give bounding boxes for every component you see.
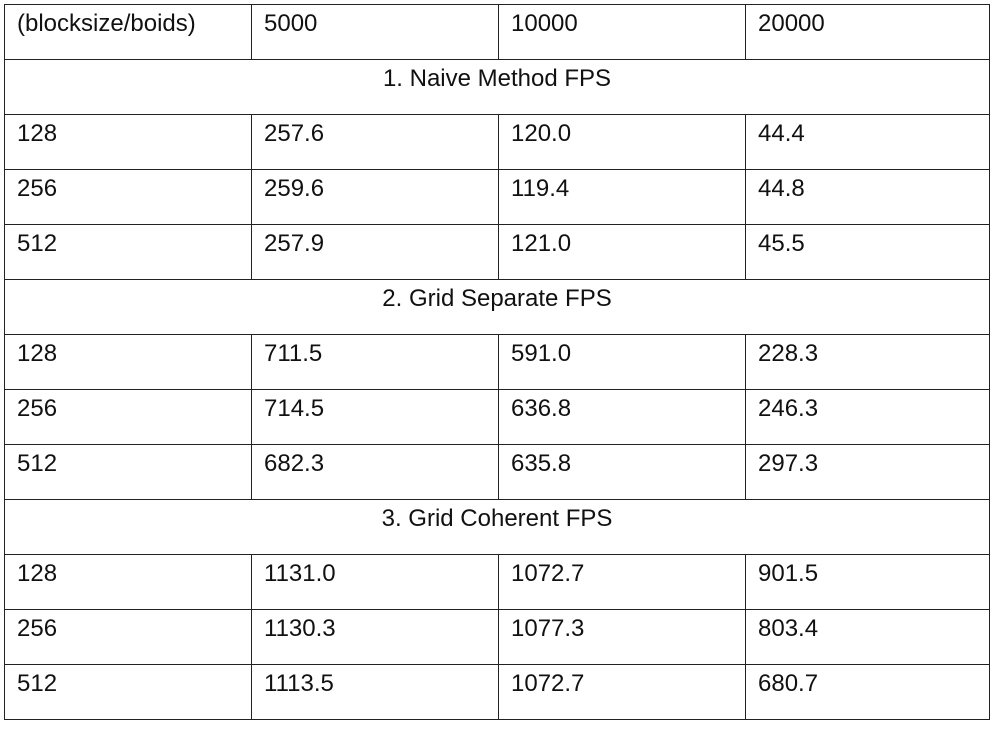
table-row: 256 1130.3 1077.3 803.4 (4, 609, 990, 665)
blocksize-cell: 128 (4, 554, 252, 610)
fps-cell: 1113.5 (251, 664, 499, 720)
table-row: 256 714.5 636.8 246.3 (4, 389, 990, 445)
blocksize-cell: 256 (4, 389, 252, 445)
fps-cell: 901.5 (745, 554, 990, 610)
blocksize-cell: 512 (4, 444, 252, 500)
fps-cell: 1130.3 (251, 609, 499, 665)
fps-cell: 1077.3 (498, 609, 746, 665)
blocksize-cell: 512 (4, 224, 252, 280)
section-row-grid-separate: 2. Grid Separate FPS (4, 279, 990, 335)
fps-cell: 1072.7 (498, 554, 746, 610)
fps-cell: 119.4 (498, 169, 746, 225)
fps-cell: 259.6 (251, 169, 499, 225)
header-row: (blocksize/boids) 5000 10000 20000 (4, 4, 990, 60)
fps-cell: 257.9 (251, 224, 499, 280)
fps-cell: 121.0 (498, 224, 746, 280)
fps-cell: 680.7 (745, 664, 990, 720)
table-row: 512 257.9 121.0 45.5 (4, 224, 990, 280)
fps-cell: 44.8 (745, 169, 990, 225)
table-row: 128 1131.0 1072.7 901.5 (4, 554, 990, 610)
fps-cell: 803.4 (745, 609, 990, 665)
blocksize-cell: 256 (4, 169, 252, 225)
blocksize-cell: 128 (4, 334, 252, 390)
section-title-naive: 1. Naive Method FPS (4, 59, 990, 115)
fps-cell: 591.0 (498, 334, 746, 390)
fps-cell: 297.3 (745, 444, 990, 500)
header-cell-5000: 5000 (251, 4, 499, 60)
fps-cell: 1131.0 (251, 554, 499, 610)
table-row: 256 259.6 119.4 44.8 (4, 169, 990, 225)
fps-cell: 711.5 (251, 334, 499, 390)
table-row: 512 1113.5 1072.7 680.7 (4, 664, 990, 720)
header-cell-10000: 10000 (498, 4, 746, 60)
fps-cell: 44.4 (745, 114, 990, 170)
fps-cell: 714.5 (251, 389, 499, 445)
table-row: 512 682.3 635.8 297.3 (4, 444, 990, 500)
fps-cell: 228.3 (745, 334, 990, 390)
section-row-grid-coherent: 3. Grid Coherent FPS (4, 499, 990, 555)
blocksize-cell: 256 (4, 609, 252, 665)
fps-cell: 682.3 (251, 444, 499, 500)
fps-cell: 635.8 (498, 444, 746, 500)
fps-cell: 246.3 (745, 389, 990, 445)
section-title-grid-coherent: 3. Grid Coherent FPS (4, 499, 990, 555)
blocksize-cell: 512 (4, 664, 252, 720)
header-cell-20000: 20000 (745, 4, 990, 60)
header-cell-blocksize-boids: (blocksize/boids) (4, 4, 252, 60)
section-title-grid-separate: 2. Grid Separate FPS (4, 279, 990, 335)
fps-table: (blocksize/boids) 5000 10000 20000 1. Na… (4, 4, 990, 720)
fps-cell: 257.6 (251, 114, 499, 170)
fps-cell: 120.0 (498, 114, 746, 170)
fps-cell: 1072.7 (498, 664, 746, 720)
section-row-naive: 1. Naive Method FPS (4, 59, 990, 115)
table-row: 128 711.5 591.0 228.3 (4, 334, 990, 390)
table-row: 128 257.6 120.0 44.4 (4, 114, 990, 170)
blocksize-cell: 128 (4, 114, 252, 170)
fps-cell: 45.5 (745, 224, 990, 280)
fps-cell: 636.8 (498, 389, 746, 445)
